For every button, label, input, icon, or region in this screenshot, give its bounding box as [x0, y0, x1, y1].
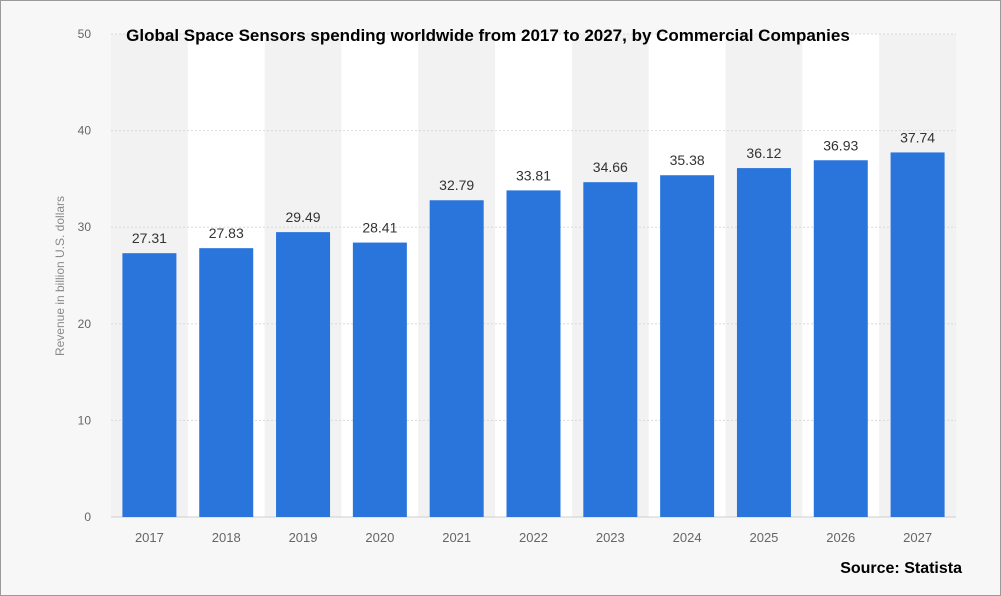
bar — [122, 253, 177, 517]
y-tick-label: 10 — [78, 413, 92, 427]
bar — [506, 190, 561, 518]
x-tick-label: 2018 — [212, 530, 241, 545]
data-label: 27.83 — [209, 225, 244, 241]
y-tick-label: 50 — [78, 27, 92, 41]
bar — [583, 182, 638, 518]
data-label: 35.38 — [670, 152, 705, 168]
data-label: 33.81 — [516, 167, 551, 183]
x-tick-label: 2021 — [442, 530, 471, 545]
x-tick-label: 2025 — [749, 530, 778, 545]
bar — [660, 175, 715, 518]
x-axis-ticks: 2017 2018 2019 2020 2021 2022 2023 2024 2025 2026… — [135, 530, 932, 545]
data-label: 34.66 — [593, 159, 628, 175]
y-tick-label: 40 — [78, 124, 92, 138]
bar — [736, 168, 791, 517]
bars — [122, 152, 945, 518]
bar — [352, 242, 407, 518]
data-label: 37.74 — [900, 129, 935, 145]
x-tick-label: 2024 — [673, 530, 702, 545]
bar — [890, 152, 945, 518]
data-label: 32.79 — [439, 177, 474, 193]
x-tick-label: 2027 — [903, 530, 932, 545]
y-tick-label: 20 — [78, 317, 92, 331]
data-label: 36.93 — [823, 137, 858, 153]
y-axis-label: Revenue in billion U.S. dollars — [53, 196, 67, 356]
data-labels: 27.31 27.83 29.49 28.41 32.79 33.81 34.66 35.38… — [132, 129, 935, 246]
data-label: 29.49 — [286, 209, 321, 225]
x-tick-label: 2022 — [519, 530, 548, 545]
x-tick-label: 2026 — [826, 530, 855, 545]
bar — [429, 200, 484, 517]
chart-title: Global Space Sensors spending worldwide … — [126, 26, 850, 45]
y-tick-label: 30 — [78, 220, 92, 234]
bar — [199, 248, 254, 517]
bar — [813, 160, 868, 517]
y-tick-label: 0 — [84, 510, 91, 524]
x-tick-label: 2023 — [596, 530, 625, 545]
y-axis-ticks: 0 10 20 30 40 50 — [78, 27, 92, 524]
data-label: 27.31 — [132, 230, 167, 246]
data-label: 28.41 — [362, 220, 397, 236]
x-tick-label: 2017 — [135, 530, 164, 545]
source-label: Source: Statista — [840, 560, 962, 577]
data-label: 36.12 — [746, 145, 781, 161]
x-tick-label: 2019 — [289, 530, 318, 545]
bar — [276, 232, 331, 518]
x-tick-label: 2020 — [365, 530, 394, 545]
